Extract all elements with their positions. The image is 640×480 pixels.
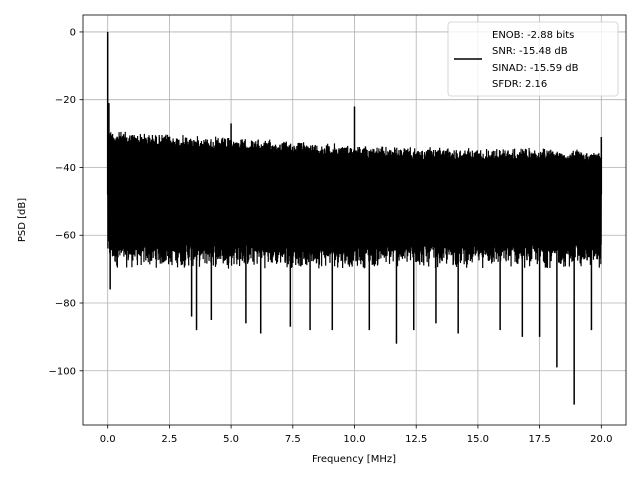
legend-entry-sfdr: SFDR: 2.16 (492, 79, 547, 90)
legend-entry-snr: SNR: -15.48 dB (492, 46, 568, 57)
y-tick-label: −100 (49, 366, 76, 377)
plot-area (106, 31, 603, 405)
y-axis: 0 −20 −40 −60 −80 −100 (49, 27, 83, 377)
legend-box (447, 21, 619, 97)
x-axis-label: Frequency [MHz] (312, 454, 396, 465)
y-tick-label: 0 (70, 27, 76, 38)
x-tick-label: 20.0 (590, 434, 612, 445)
y-tick-label: −40 (55, 163, 76, 174)
x-tick-label: 17.5 (528, 434, 550, 445)
legend: ENOB: -2.88 bits SNR: -15.48 dB SINAD: -… (447, 21, 619, 97)
y-tick-label: −20 (55, 95, 76, 106)
legend-entry-sinad: SINAD: -15.59 dB (492, 63, 579, 74)
x-axis: 0.0 2.5 5.0 7.5 10.0 12.5 15.0 17.5 20.0 (100, 425, 612, 445)
x-tick-label: 7.5 (285, 434, 301, 445)
legend-entry-enob: ENOB: -2.88 bits (492, 30, 574, 41)
x-tick-label: 2.5 (161, 434, 177, 445)
y-tick-label: −60 (55, 231, 76, 242)
x-tick-label: 15.0 (467, 434, 489, 445)
x-tick-label: 10.0 (343, 434, 365, 445)
x-tick-label: 0.0 (100, 434, 116, 445)
x-tick-label: 12.5 (405, 434, 427, 445)
y-axis-label: PSD [dB] (17, 198, 28, 242)
x-tick-label: 5.0 (223, 434, 239, 445)
y-tick-label: −80 (55, 299, 76, 310)
